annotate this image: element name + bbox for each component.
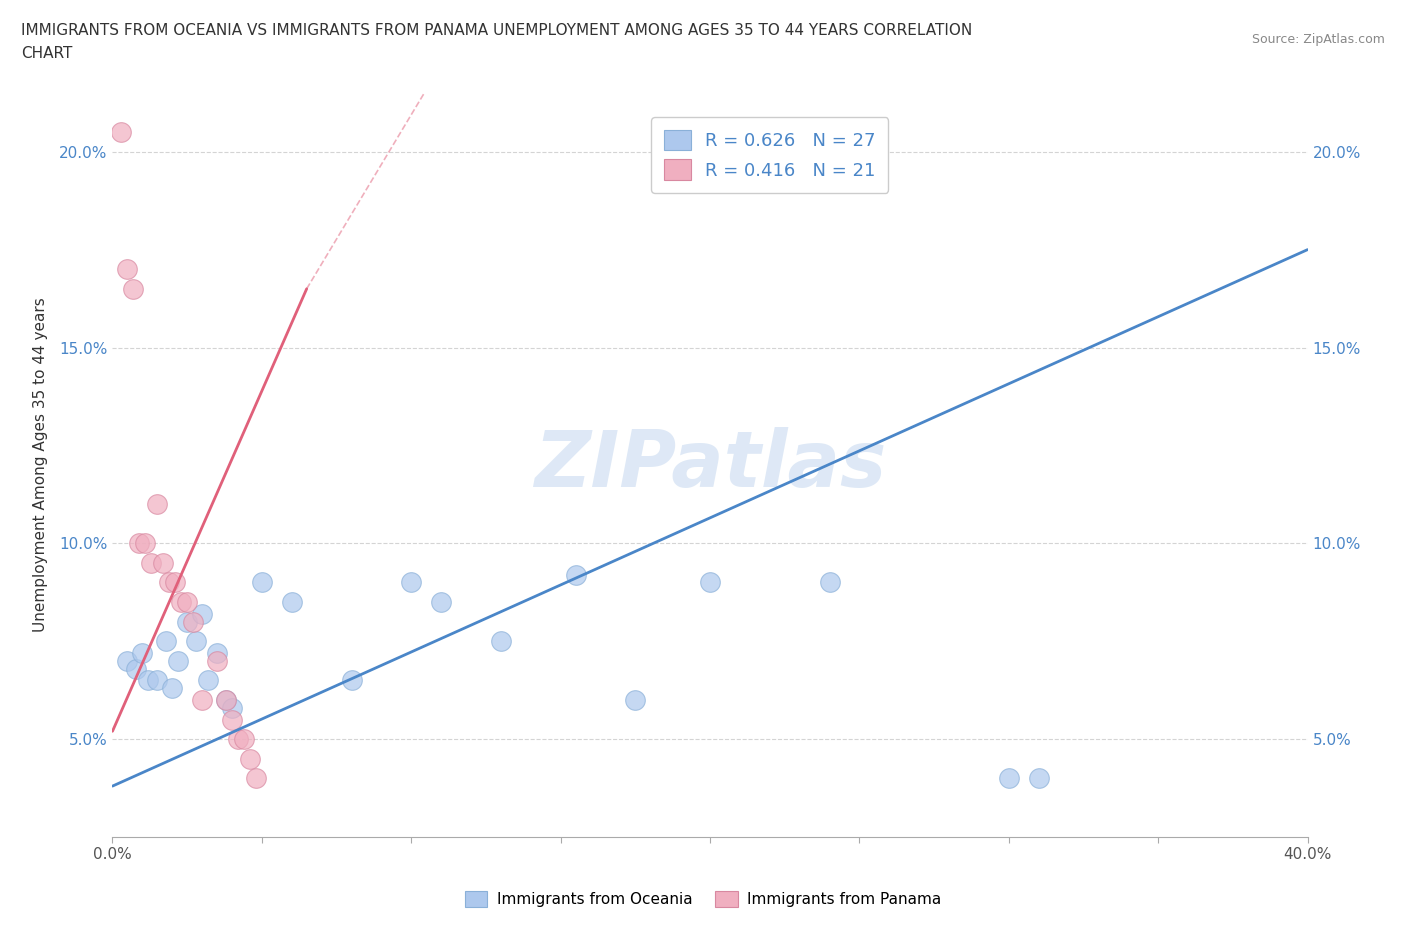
Text: IMMIGRANTS FROM OCEANIA VS IMMIGRANTS FROM PANAMA UNEMPLOYMENT AMONG AGES 35 TO : IMMIGRANTS FROM OCEANIA VS IMMIGRANTS FR…: [21, 23, 973, 38]
Point: [134, 536, 156, 551]
Y-axis label: Unemployment Among Ages 35 to 44 years: Unemployment Among Ages 35 to 44 years: [34, 298, 48, 632]
Point: [699, 575, 721, 590]
Point: [340, 673, 363, 688]
Point: [131, 645, 153, 660]
Point: [401, 575, 423, 590]
Point: [146, 673, 169, 688]
Text: CHART: CHART: [21, 46, 73, 61]
Point: [191, 606, 214, 621]
Point: [239, 751, 262, 766]
Point: [205, 645, 228, 660]
Point: [155, 633, 177, 648]
Point: [1028, 771, 1050, 786]
Text: ZIPatlas: ZIPatlas: [534, 427, 886, 503]
Point: [489, 633, 512, 648]
Legend: Immigrants from Oceania, Immigrants from Panama: Immigrants from Oceania, Immigrants from…: [458, 884, 948, 913]
Point: [176, 594, 198, 609]
Point: [215, 693, 238, 708]
Point: [125, 661, 148, 676]
Point: [233, 732, 256, 747]
Point: [197, 673, 219, 688]
Point: [624, 693, 647, 708]
Point: [191, 693, 214, 708]
Point: [138, 673, 160, 688]
Point: [221, 712, 243, 727]
Text: Source: ZipAtlas.com: Source: ZipAtlas.com: [1251, 33, 1385, 46]
Point: [117, 261, 139, 276]
Point: [226, 732, 249, 747]
Point: [564, 567, 586, 582]
Point: [250, 575, 273, 590]
Point: [141, 555, 163, 570]
Point: [162, 681, 183, 696]
Point: [128, 536, 150, 551]
Point: [110, 125, 132, 140]
Point: [181, 614, 204, 629]
Point: [186, 633, 208, 648]
Point: [167, 654, 190, 669]
Point: [176, 614, 198, 629]
Point: [157, 575, 180, 590]
Legend: R = 0.626   N = 27, R = 0.416   N = 21: R = 0.626 N = 27, R = 0.416 N = 21: [651, 117, 889, 193]
Point: [245, 771, 267, 786]
Point: [221, 700, 243, 715]
Point: [165, 575, 187, 590]
Point: [215, 693, 238, 708]
Point: [170, 594, 193, 609]
Point: [152, 555, 174, 570]
Point: [205, 654, 228, 669]
Point: [998, 771, 1021, 786]
Point: [146, 497, 169, 512]
Point: [122, 282, 145, 297]
Point: [430, 594, 453, 609]
Point: [117, 654, 139, 669]
Point: [281, 594, 304, 609]
Point: [818, 575, 841, 590]
